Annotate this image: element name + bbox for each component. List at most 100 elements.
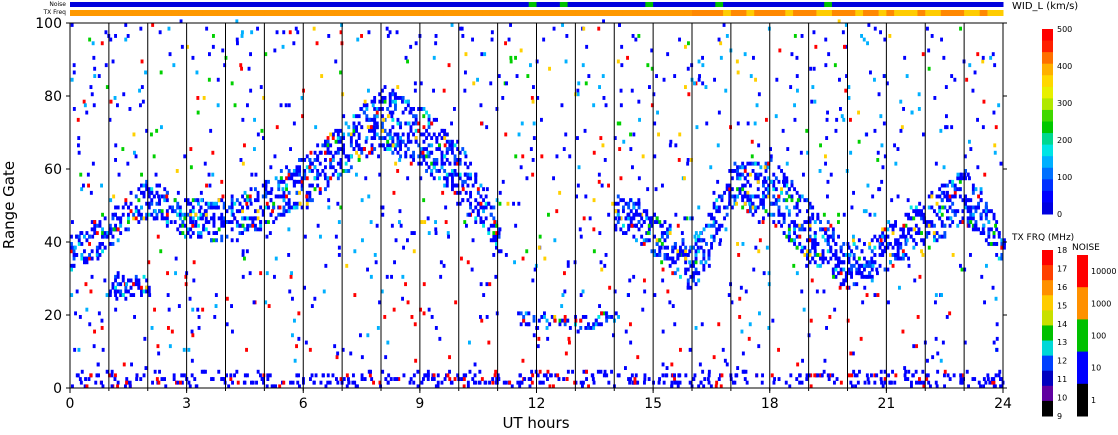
data-cell — [314, 125, 318, 130]
data-cell — [839, 107, 842, 111]
data-cell — [104, 30, 108, 35]
data-cell — [127, 216, 130, 221]
data-cell — [917, 107, 921, 111]
data-cell — [471, 183, 475, 188]
data-cell — [357, 132, 361, 137]
data-cell — [678, 373, 682, 378]
data-cell — [974, 227, 978, 232]
data-cell — [144, 366, 148, 370]
data-cell — [313, 158, 317, 162]
data-cell — [241, 223, 245, 228]
data-cell — [70, 249, 73, 254]
data-cell — [878, 263, 882, 268]
data-cell — [194, 223, 198, 228]
data-cell — [699, 260, 703, 265]
data-cell — [819, 227, 822, 232]
data-cell — [920, 249, 923, 254]
data-cell — [231, 212, 235, 217]
data-cell — [432, 161, 436, 166]
data-cell — [840, 114, 844, 119]
data-cell — [685, 216, 689, 221]
data-cell — [463, 220, 467, 224]
data-cell — [712, 220, 716, 224]
data-cell — [795, 55, 799, 60]
data-cell — [80, 242, 84, 246]
data-cell — [75, 289, 79, 294]
data-cell — [122, 92, 126, 97]
data-cell — [694, 253, 698, 257]
data-cell — [87, 377, 91, 381]
data-cell — [683, 216, 687, 221]
data-cell — [730, 300, 734, 305]
data-cell — [553, 315, 557, 319]
data-cell — [243, 198, 247, 203]
data-cell — [235, 19, 239, 24]
data-cell — [466, 172, 470, 177]
data-cell — [865, 260, 869, 265]
data-cell — [821, 234, 825, 239]
data-cell — [446, 373, 450, 378]
data-cell — [974, 187, 978, 192]
data-cell — [282, 198, 286, 203]
data-cell — [103, 231, 107, 235]
data-cell — [93, 220, 97, 224]
freq-strip-cell — [878, 10, 887, 16]
data-cell — [427, 373, 430, 378]
data-cell — [943, 194, 947, 199]
data-cell — [137, 220, 141, 224]
data-cell — [480, 377, 484, 381]
data-cell — [992, 110, 996, 115]
data-cell — [265, 271, 269, 276]
data-cell — [434, 231, 438, 235]
data-cell — [143, 336, 147, 341]
data-cell — [526, 74, 530, 78]
data-cell — [771, 318, 775, 323]
data-cell — [464, 190, 468, 195]
data-cell — [782, 172, 786, 177]
x-tick-label: 21 — [877, 396, 895, 412]
data-cell — [775, 77, 779, 82]
data-cell — [196, 198, 200, 203]
data-cell — [308, 347, 312, 352]
colorbar-freq-tick: 18 — [1057, 246, 1067, 255]
data-cell — [191, 198, 195, 203]
data-cell — [736, 165, 739, 170]
data-cell — [373, 128, 377, 133]
data-cell — [697, 278, 701, 283]
data-cell — [326, 147, 330, 151]
data-cell — [507, 37, 511, 42]
data-cell — [370, 377, 374, 381]
noise-strip-cell — [357, 2, 366, 7]
data-cell — [160, 209, 164, 214]
data-cell — [359, 333, 362, 338]
data-cell — [601, 143, 605, 148]
noise-strip-cell — [93, 2, 102, 7]
data-cell — [366, 333, 370, 338]
data-cell — [235, 238, 239, 243]
colorbar-freq-segment — [1042, 340, 1053, 357]
data-cell — [916, 315, 920, 319]
data-cell — [686, 282, 690, 287]
data-cell — [273, 274, 276, 279]
data-cell — [599, 369, 603, 374]
colorbar-main-segment — [1042, 156, 1053, 169]
data-cell — [165, 216, 169, 221]
colorbar-main-segment — [1042, 109, 1053, 122]
data-cell — [386, 139, 390, 144]
data-cell — [563, 322, 567, 327]
data-cell — [943, 223, 947, 228]
data-cell — [116, 227, 120, 232]
data-cell — [704, 260, 708, 265]
data-cell — [808, 205, 812, 210]
data-cell — [461, 183, 465, 188]
data-cell — [111, 285, 115, 290]
data-cell — [458, 150, 462, 155]
data-cell — [327, 34, 331, 38]
freq-strip-cell — [287, 10, 296, 16]
data-cell — [935, 201, 939, 206]
data-cell — [342, 136, 345, 140]
colorbar-main-segment — [1042, 86, 1053, 99]
data-cell — [693, 81, 696, 86]
data-cell — [966, 216, 970, 221]
colorbar-main-segment — [1042, 29, 1053, 42]
